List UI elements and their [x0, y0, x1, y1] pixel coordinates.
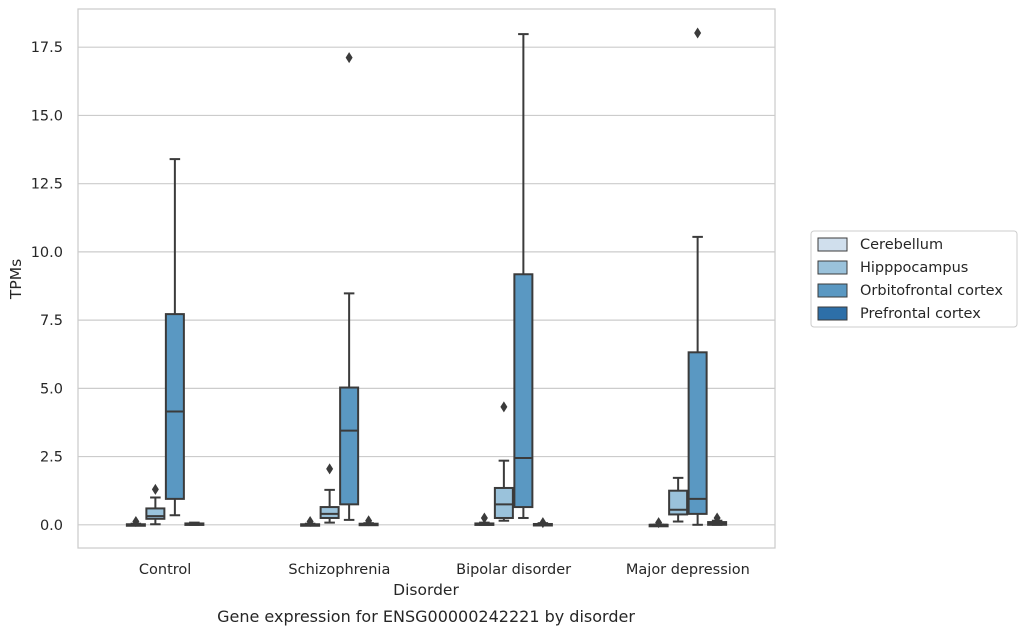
- x-tick-label: Schizophrenia: [288, 562, 390, 578]
- y-tick-labels: 0.0 2.5 5.0 7.5 10.0 12.5 15.0 17.5: [31, 40, 63, 534]
- outlier-point: [539, 517, 547, 529]
- y-tick-label: 15.0: [31, 108, 63, 124]
- box-0-1: [300, 516, 321, 528]
- y-tick-label: 5.0: [40, 381, 63, 397]
- box-0-0: [125, 516, 146, 528]
- box-0-3: [648, 517, 669, 529]
- outlier-point: [713, 512, 721, 524]
- legend: Cerebellum Hipppocampus Orbitofrontal cort…: [810, 230, 1018, 328]
- legend-label: Cerebellum: [860, 237, 943, 253]
- box-3-0: [184, 521, 205, 526]
- outlier-point: [345, 52, 353, 64]
- box-1-2: [493, 401, 514, 522]
- box-body: [668, 489, 689, 516]
- outlier-point: [306, 516, 314, 528]
- plot-frame: [77, 8, 776, 549]
- y-tick-label: 10.0: [31, 245, 63, 261]
- x-tick-label: Bipolar disorder: [456, 562, 571, 578]
- box-3-3: [707, 512, 728, 526]
- outlier-point: [694, 27, 702, 39]
- y-axis-label: TPMs: [7, 259, 25, 300]
- y-tick-label: 0.0: [40, 518, 63, 534]
- outlier-point: [500, 401, 508, 413]
- box-1-0: [145, 483, 166, 526]
- box-3-2: [532, 517, 553, 529]
- outlier-point: [480, 512, 488, 524]
- outlier-point: [132, 516, 140, 528]
- boxes: [125, 27, 728, 529]
- box-2-1: [339, 52, 360, 521]
- box-body: [687, 351, 708, 515]
- y-tick-label: 7.5: [40, 313, 63, 329]
- outlier-point: [655, 517, 663, 529]
- legend-swatch: [817, 260, 848, 275]
- y-tick-label: 12.5: [31, 177, 63, 193]
- box-1-1: [319, 463, 340, 524]
- box-2-2: [513, 33, 534, 519]
- box-body: [493, 486, 514, 519]
- box-1-3: [668, 476, 689, 523]
- x-tick-label: Major depression: [626, 562, 750, 578]
- x-axis-label: Disorder: [393, 581, 459, 599]
- box-body: [513, 273, 534, 509]
- legend-label: Orbitofrontal cortex: [860, 283, 1003, 299]
- x-tick-label: Control: [139, 562, 191, 578]
- outlier-point: [365, 515, 373, 527]
- outlier-point: [326, 463, 334, 475]
- box-3-1: [358, 515, 379, 527]
- gridlines: [78, 46, 775, 526]
- box-0-2: [474, 512, 495, 526]
- y-tick-label: 2.5: [40, 450, 63, 466]
- legend-swatch: [817, 283, 848, 298]
- box-2-3: [687, 27, 708, 526]
- x-tick-labels: Control Schizophrenia Bipolar disorder Majo…: [139, 562, 750, 578]
- box-body: [164, 313, 185, 500]
- box-2-0: [164, 158, 185, 517]
- box-body: [145, 507, 166, 520]
- legend-swatch: [817, 306, 848, 321]
- legend-label: Hipppocampus: [860, 260, 968, 276]
- legend-swatch: [817, 237, 848, 252]
- y-tick-label: 17.5: [31, 40, 63, 56]
- legend-frame: [810, 230, 1018, 328]
- outlier-point: [151, 483, 159, 495]
- box-body: [339, 386, 360, 506]
- chart-caption: Gene expression for ENSG00000242221 by d…: [217, 607, 635, 626]
- legend-label: Prefrontal cortex: [860, 306, 981, 322]
- box-body: [319, 506, 340, 519]
